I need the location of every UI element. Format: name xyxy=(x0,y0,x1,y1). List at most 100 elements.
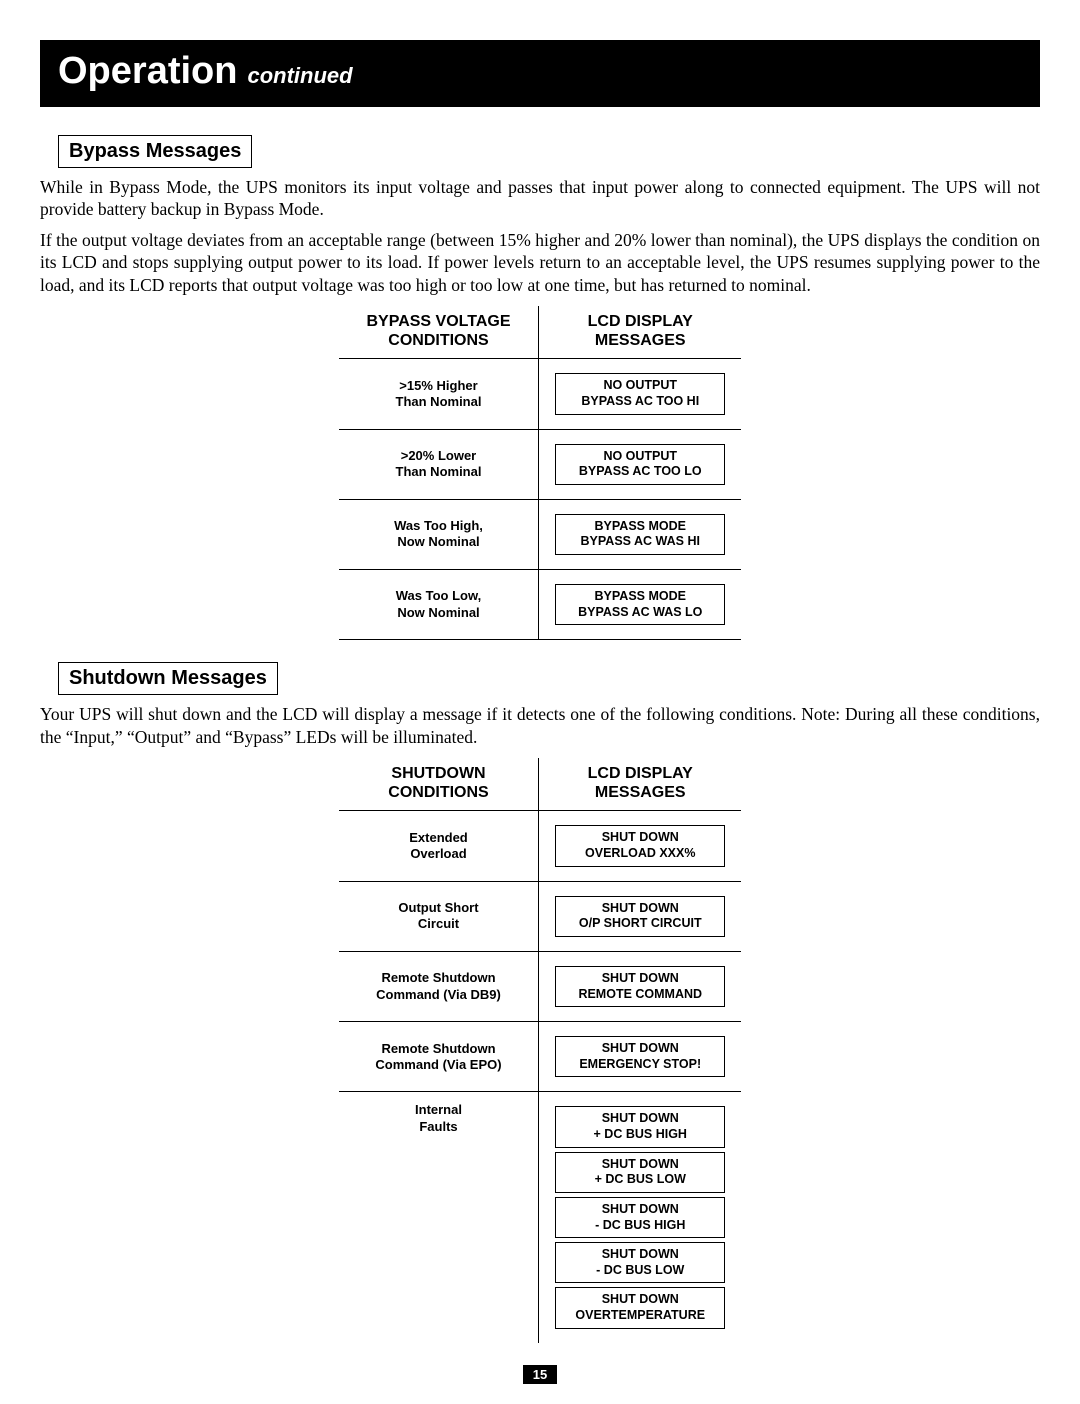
text: Now Nominal xyxy=(397,605,479,620)
page: Operation continued Bypass Messages Whil… xyxy=(0,0,1080,1404)
text: CONDITIONS xyxy=(388,332,488,349)
lcd-box: SHUT DOWN - DC BUS LOW xyxy=(555,1242,725,1283)
text: NO OUTPUT xyxy=(603,449,677,463)
text: SHUT DOWN xyxy=(602,901,679,915)
condition-cell: Internal Faults xyxy=(339,1092,539,1343)
lcd-box: SHUT DOWN + DC BUS LOW xyxy=(555,1152,725,1193)
text: SHUT DOWN xyxy=(602,1041,679,1055)
text: BYPASS AC TOO LO xyxy=(579,464,702,478)
text: Was Too Low, xyxy=(396,588,481,603)
shutdown-col1-header: SHUTDOWN CONDITIONS xyxy=(339,758,539,811)
bypass-table: BYPASS VOLTAGE CONDITIONS LCD DISPLAY ME… xyxy=(339,306,742,640)
text: + DC BUS LOW xyxy=(595,1172,686,1186)
message-cell: SHUT DOWN O/P SHORT CIRCUIT xyxy=(539,881,742,951)
shutdown-table: SHUTDOWN CONDITIONS LCD DISPLAY MESSAGES… xyxy=(339,758,742,1343)
message-cell: SHUT DOWN REMOTE COMMAND xyxy=(539,951,742,1021)
text: Remote Shutdown xyxy=(381,1041,495,1056)
text: SHUT DOWN xyxy=(602,1157,679,1171)
text: >20% Lower xyxy=(401,448,477,463)
lcd-box: NO OUTPUT BYPASS AC TOO LO xyxy=(555,444,725,485)
message-cell: NO OUTPUT BYPASS AC TOO LO xyxy=(539,429,742,499)
condition-cell: Remote Shutdown Command (Via EPO) xyxy=(339,1022,539,1092)
table-header-row: BYPASS VOLTAGE CONDITIONS LCD DISPLAY ME… xyxy=(339,306,742,359)
text: LCD DISPLAY xyxy=(588,313,693,330)
bypass-para-2: If the output voltage deviates from an a… xyxy=(40,229,1040,296)
header-subtitle: continued xyxy=(247,63,352,88)
lcd-box: SHUT DOWN OVERTEMPERATURE xyxy=(555,1287,725,1328)
message-cell: SHUT DOWN + DC BUS HIGH SHUT DOWN + DC B… xyxy=(539,1092,742,1343)
text: SHUT DOWN xyxy=(602,1247,679,1261)
text: SHUT DOWN xyxy=(602,971,679,985)
lcd-box: SHUT DOWN OVERLOAD XXX% xyxy=(555,825,725,866)
text: Remote Shutdown xyxy=(381,970,495,985)
message-cell: BYPASS MODE BYPASS AC WAS LO xyxy=(539,570,742,640)
lcd-box: NO OUTPUT BYPASS AC TOO HI xyxy=(555,373,725,414)
header-bar: Operation continued xyxy=(40,40,1040,107)
text: Command (Via EPO) xyxy=(375,1057,501,1072)
text: + DC BUS HIGH xyxy=(594,1127,687,1141)
text: BYPASS MODE xyxy=(595,519,686,533)
text: Than Nominal xyxy=(396,394,482,409)
text: LCD DISPLAY xyxy=(588,765,693,782)
shutdown-para: Your UPS will shut down and the LCD will… xyxy=(40,703,1040,748)
table-row: Output Short Circuit SHUT DOWN O/P SHORT… xyxy=(339,881,742,951)
text: BYPASS AC WAS LO xyxy=(578,605,702,619)
text: Was Too High, xyxy=(394,518,483,533)
text: O/P SHORT CIRCUIT xyxy=(579,916,702,930)
text: Command (Via DB9) xyxy=(376,987,501,1002)
table-row: >20% Lower Than Nominal NO OUTPUT BYPASS… xyxy=(339,429,742,499)
text: SHUT DOWN xyxy=(602,1202,679,1216)
text: >15% Higher xyxy=(399,378,477,393)
table-row: Internal Faults SHUT DOWN + DC BUS HIGH … xyxy=(339,1092,742,1343)
table-row: Was Too High, Now Nominal BYPASS MODE BY… xyxy=(339,499,742,569)
shutdown-col2-header: LCD DISPLAY MESSAGES xyxy=(539,758,742,811)
shutdown-heading: Shutdown Messages xyxy=(58,662,278,695)
text: BYPASS MODE xyxy=(595,589,686,603)
text: Than Nominal xyxy=(396,464,482,479)
text: SHUT DOWN xyxy=(602,1111,679,1125)
text: SHUTDOWN xyxy=(391,765,485,782)
table-row: Extended Overload SHUT DOWN OVERLOAD XXX… xyxy=(339,811,742,881)
bypass-col2-header: LCD DISPLAY MESSAGES xyxy=(539,306,742,359)
lcd-box: BYPASS MODE BYPASS AC WAS LO xyxy=(555,584,725,625)
text: OVERLOAD XXX% xyxy=(585,846,695,860)
bypass-col1-header: BYPASS VOLTAGE CONDITIONS xyxy=(339,306,539,359)
table-row: >15% Higher Than Nominal NO OUTPUT BYPAS… xyxy=(339,359,742,429)
lcd-box: SHUT DOWN EMERGENCY STOP! xyxy=(555,1036,725,1077)
condition-cell: Output Short Circuit xyxy=(339,881,539,951)
bypass-heading: Bypass Messages xyxy=(58,135,252,168)
condition-cell: Was Too High, Now Nominal xyxy=(339,499,539,569)
text: Now Nominal xyxy=(397,534,479,549)
text: SHUT DOWN xyxy=(602,830,679,844)
message-cell: NO OUTPUT BYPASS AC TOO HI xyxy=(539,359,742,429)
table-header-row: SHUTDOWN CONDITIONS LCD DISPLAY MESSAGES xyxy=(339,758,742,811)
condition-cell: >20% Lower Than Nominal xyxy=(339,429,539,499)
lcd-box: BYPASS MODE BYPASS AC WAS HI xyxy=(555,514,725,555)
text: - DC BUS HIGH xyxy=(595,1218,685,1232)
text: Overload xyxy=(410,846,466,861)
text: SHUT DOWN xyxy=(602,1292,679,1306)
text: BYPASS VOLTAGE xyxy=(366,313,510,330)
text: MESSAGES xyxy=(595,784,686,801)
text: Extended xyxy=(409,830,468,845)
condition-cell: Was Too Low, Now Nominal xyxy=(339,570,539,640)
text: BYPASS AC TOO HI xyxy=(581,394,699,408)
text: Internal xyxy=(415,1102,462,1117)
condition-cell: Extended Overload xyxy=(339,811,539,881)
lcd-box: SHUT DOWN O/P SHORT CIRCUIT xyxy=(555,896,725,937)
text: REMOTE COMMAND xyxy=(578,987,702,1001)
table-row: Remote Shutdown Command (Via DB9) SHUT D… xyxy=(339,951,742,1021)
table-row: Remote Shutdown Command (Via EPO) SHUT D… xyxy=(339,1022,742,1092)
text: EMERGENCY STOP! xyxy=(579,1057,701,1071)
text: - DC BUS LOW xyxy=(596,1263,684,1277)
text: BYPASS AC WAS HI xyxy=(581,534,700,548)
message-cell: SHUT DOWN EMERGENCY STOP! xyxy=(539,1022,742,1092)
condition-cell: >15% Higher Than Nominal xyxy=(339,359,539,429)
text: NO OUTPUT xyxy=(603,378,677,392)
condition-cell: Remote Shutdown Command (Via DB9) xyxy=(339,951,539,1021)
table-row: Was Too Low, Now Nominal BYPASS MODE BYP… xyxy=(339,570,742,640)
text: OVERTEMPERATURE xyxy=(575,1308,705,1322)
text: Circuit xyxy=(418,916,459,931)
lcd-box: SHUT DOWN REMOTE COMMAND xyxy=(555,966,725,1007)
lcd-box: SHUT DOWN - DC BUS HIGH xyxy=(555,1197,725,1238)
